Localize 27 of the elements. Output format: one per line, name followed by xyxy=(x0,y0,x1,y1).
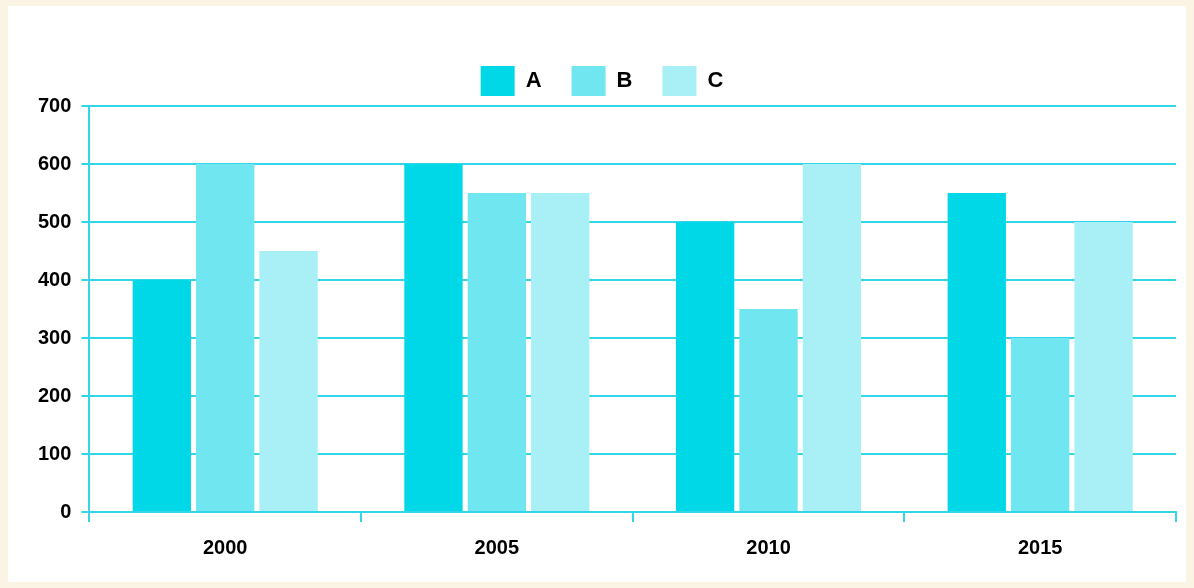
legend-label: C xyxy=(707,67,724,93)
legend-label: B xyxy=(616,67,633,93)
y-tick-label: 700 xyxy=(37,93,72,116)
bar xyxy=(259,251,318,511)
legend-label: A xyxy=(525,67,542,93)
bar xyxy=(739,309,798,511)
x-tick-label: 2015 xyxy=(1017,535,1063,558)
y-tick-label: 600 xyxy=(37,151,72,174)
x-tick-label: 2010 xyxy=(746,535,791,558)
bar xyxy=(1011,338,1070,511)
y-tick-label: 400 xyxy=(37,267,72,290)
bar xyxy=(467,193,527,511)
bar xyxy=(196,164,255,511)
bar xyxy=(802,164,862,511)
bar xyxy=(947,193,1006,511)
bar xyxy=(675,222,735,511)
y-tick-label: 200 xyxy=(37,383,72,406)
x-tick-label: 2000 xyxy=(202,535,248,558)
y-tick-label: 0 xyxy=(60,499,72,522)
y-tick-label: 300 xyxy=(37,325,72,348)
y-tick-label: 500 xyxy=(37,209,72,232)
x-tick-label: 2005 xyxy=(474,535,520,558)
bar xyxy=(404,164,463,511)
bar xyxy=(132,280,191,511)
bar xyxy=(531,193,590,511)
y-tick-label: 100 xyxy=(37,441,72,464)
bar xyxy=(1074,222,1133,511)
